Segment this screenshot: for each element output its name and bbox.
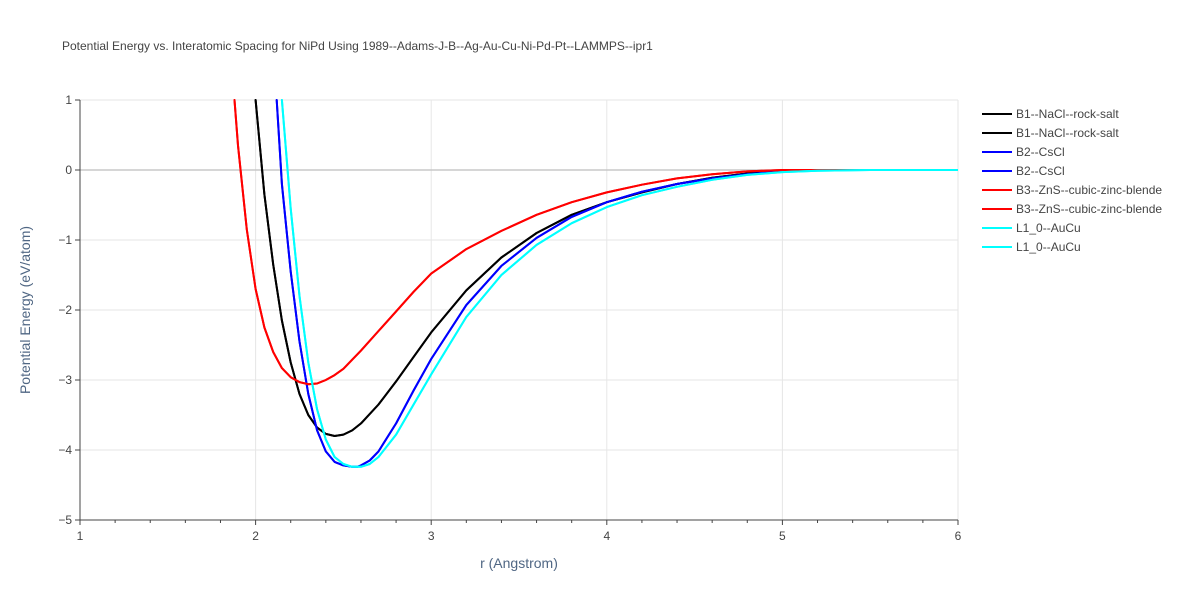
legend-label: L1_0--AuCu bbox=[1016, 240, 1081, 254]
x-tick-label: 3 bbox=[428, 529, 435, 543]
y-tick-label: 1 bbox=[65, 93, 72, 107]
legend-label: B3--ZnS--cubic-zinc-blende bbox=[1016, 202, 1162, 216]
series-line-5 bbox=[233, 99, 958, 386]
y-tick-label: −4 bbox=[58, 443, 72, 457]
y-tick-label: −1 bbox=[58, 233, 72, 247]
y-tick-label: 0 bbox=[65, 163, 72, 177]
legend-label: B3--ZnS--cubic-zinc-blende bbox=[1016, 183, 1162, 197]
legend-item[interactable]: L1_0--AuCu bbox=[982, 240, 1081, 254]
legend-label: B2--CsCl bbox=[1016, 145, 1065, 159]
y-tick-label: −5 bbox=[58, 513, 72, 527]
grid-layer bbox=[80, 99, 959, 520]
legend-label: B1--NaCl--rock-salt bbox=[1016, 107, 1119, 121]
x-tick-label: 5 bbox=[779, 529, 786, 543]
legend-label: B2--CsCl bbox=[1016, 164, 1065, 178]
legend-item[interactable]: B1--NaCl--rock-salt bbox=[982, 107, 1119, 121]
x-tick-label: 4 bbox=[603, 529, 610, 543]
y-tick-label: −3 bbox=[58, 373, 72, 387]
legend-item[interactable]: B2--CsCl bbox=[982, 145, 1065, 159]
legend-label: L1_0--AuCu bbox=[1016, 221, 1081, 235]
legend-item[interactable]: B1--NaCl--rock-salt bbox=[982, 126, 1119, 140]
legend-item[interactable]: L1_0--AuCu bbox=[982, 221, 1081, 235]
legend-label: B1--NaCl--rock-salt bbox=[1016, 126, 1119, 140]
x-tick-label: 1 bbox=[77, 529, 84, 543]
chart-title: Potential Energy vs. Interatomic Spacing… bbox=[62, 39, 653, 53]
series-line-7 bbox=[280, 99, 958, 468]
y-axis-title: Potential Energy (eV/atom) bbox=[17, 226, 33, 394]
x-axis-title: r (Angstrom) bbox=[480, 555, 558, 571]
legend-item[interactable]: B3--ZnS--cubic-zinc-blende bbox=[982, 183, 1162, 197]
legend-item[interactable]: B2--CsCl bbox=[982, 164, 1065, 178]
series-line-3 bbox=[275, 99, 958, 468]
x-tick-label: 2 bbox=[252, 529, 259, 543]
legend-item[interactable]: B3--ZnS--cubic-zinc-blende bbox=[982, 202, 1162, 216]
series-layer bbox=[233, 99, 958, 468]
axis-layer: 1 2 3 4 5 6 1 0 −1 −2 −3 −4 −5 bbox=[58, 93, 961, 543]
x-tick-label: 6 bbox=[955, 529, 962, 543]
y-tick-label: −2 bbox=[58, 303, 72, 317]
legend: B1--NaCl--rock-salt B1--NaCl--rock-salt B2… bbox=[982, 107, 1162, 254]
